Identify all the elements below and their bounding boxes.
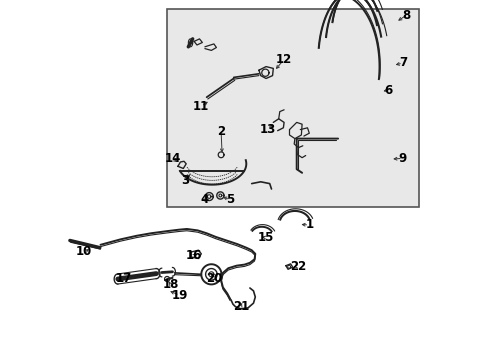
Text: 21: 21 xyxy=(232,300,248,312)
Text: 12: 12 xyxy=(275,53,292,66)
Text: 5: 5 xyxy=(225,193,234,206)
Text: 4: 4 xyxy=(201,193,208,206)
Text: 18: 18 xyxy=(162,278,179,291)
Text: 3: 3 xyxy=(181,174,189,186)
Text: 2: 2 xyxy=(217,125,224,138)
Text: 20: 20 xyxy=(205,273,222,285)
Text: 11: 11 xyxy=(193,100,209,113)
Text: 15: 15 xyxy=(257,231,274,244)
Text: 6: 6 xyxy=(384,84,392,96)
Text: 22: 22 xyxy=(289,260,305,273)
Text: 7: 7 xyxy=(398,57,406,69)
Text: 16: 16 xyxy=(185,249,202,262)
Text: 8: 8 xyxy=(402,9,410,22)
Text: 10: 10 xyxy=(76,246,92,258)
Text: 14: 14 xyxy=(164,152,181,165)
Text: 9: 9 xyxy=(398,152,406,165)
Text: 19: 19 xyxy=(171,289,187,302)
Text: 1: 1 xyxy=(305,219,313,231)
Bar xyxy=(167,9,418,207)
Text: 13: 13 xyxy=(259,123,275,136)
Text: 17: 17 xyxy=(116,273,132,285)
